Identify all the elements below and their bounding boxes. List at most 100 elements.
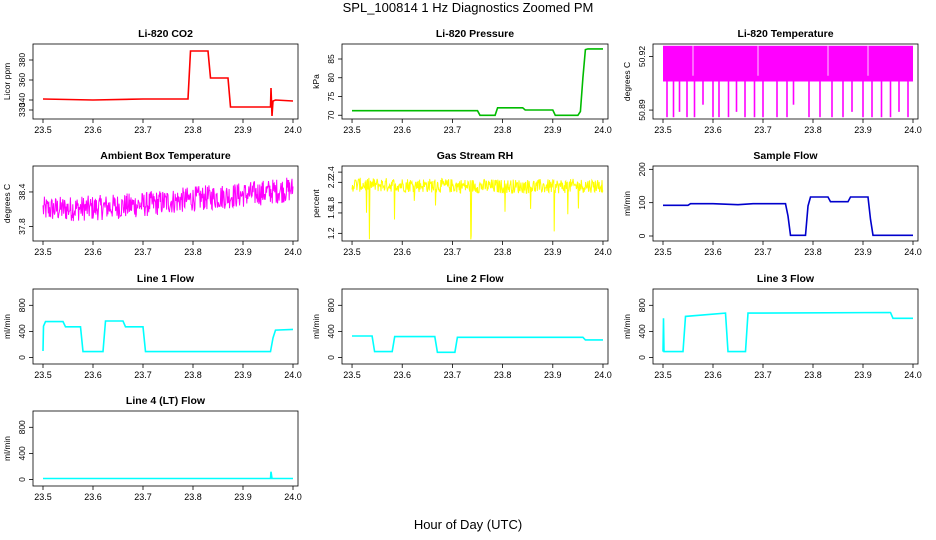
x-tick-label: 23.8: [184, 125, 202, 135]
x-tick-label: 24.0: [284, 125, 302, 135]
x-tick-label: 23.9: [854, 125, 872, 135]
x-tick-label: 23.5: [34, 492, 52, 502]
x-tick-label: 23.6: [393, 125, 411, 135]
y-axis-label: ml/min: [2, 314, 12, 339]
y-tick-label: 100: [637, 195, 647, 209]
series-3: [42, 177, 294, 222]
plot-frame: [341, 288, 609, 365]
x-tick-label: 23.6: [704, 247, 722, 257]
plot-frame: [32, 288, 299, 365]
x-tick-label: 23.6: [393, 247, 411, 257]
y-tick-label: 0: [17, 477, 27, 482]
y-axis-label: ml/min: [2, 436, 12, 461]
y-tick-label: 400: [326, 324, 336, 338]
panel-title: Li-820 Pressure: [436, 28, 514, 40]
panel-0: Li-820 CO2 Licor ppm 23.5 23.6 23.7 23.8 23.9 2…: [2, 28, 302, 135]
y-tick-label: 330: [17, 103, 27, 117]
y-axis-label: ml/min: [622, 191, 632, 216]
panel-title: Ambient Box Temperature: [100, 150, 231, 162]
panel-title: Line 1 Flow: [137, 273, 195, 285]
series-line: [42, 50, 294, 117]
x-tick-label: 23.8: [494, 125, 512, 135]
plot-frame: [652, 288, 919, 365]
x-tick-label: 23.5: [654, 247, 672, 257]
x-tick-label: 23.9: [234, 492, 252, 502]
x-tick-label: 23.7: [754, 370, 772, 380]
series-4: [351, 177, 604, 240]
y-tick-label: 2.4: [326, 166, 336, 178]
x-tick-label: 23.7: [134, 247, 152, 257]
x-tick-label: 23.5: [654, 370, 672, 380]
y-tick-label: 0: [637, 233, 647, 238]
x-tick-label: 23.5: [343, 247, 361, 257]
series-line: [352, 335, 603, 354]
y-tick-label: 50.89: [637, 99, 647, 121]
y-tick-label: 800: [637, 298, 647, 312]
x-tick-label: 23.7: [754, 125, 772, 135]
y-axis-label: ml/min: [622, 314, 632, 339]
plot-frame: [341, 165, 609, 242]
series-line: [352, 48, 603, 117]
panel-5: Sample Flow ml/min 23.5 23.6 23.7 23.8 23.9 24.…: [622, 150, 922, 257]
panel-1: Li-820 Pressure kPa 23.5 23.6 23.7 23.8 23.9 24…: [311, 28, 612, 135]
x-tick-label: 23.6: [84, 370, 102, 380]
y-tick-label: 340: [17, 93, 27, 107]
x-tick-label: 23.7: [134, 125, 152, 135]
y-axis-label: degrees C: [622, 62, 632, 101]
x-tick-label: 23.8: [804, 125, 822, 135]
panel-9: Line 4 (LT) Flow ml/min 23.5 23.6 23.7 23.8 23…: [2, 395, 302, 502]
x-tick-label: 24.0: [904, 370, 922, 380]
y-tick-label: 37.8: [17, 218, 27, 235]
panel-title: Line 4 (LT) Flow: [126, 395, 206, 407]
series-line: [663, 196, 913, 237]
x-tick-label: 23.9: [854, 247, 872, 257]
panel-title: Li-820 CO2: [138, 28, 193, 40]
x-tick-label: 23.6: [84, 247, 102, 257]
plot-frame: [341, 43, 609, 120]
series-8: [662, 311, 913, 353]
panel-4: Gas Stream RH percent 23.5 23.6 23.7 23.8 23.9…: [311, 150, 612, 257]
panel-title: Gas Stream RH: [437, 150, 513, 162]
panel-6: Line 1 Flow ml/min 23.5 23.6 23.7 23.8 23.9 24.…: [2, 273, 302, 380]
series-line: [42, 320, 294, 353]
y-tick-label: 1.8: [326, 197, 336, 209]
x-tick-label: 23.8: [804, 370, 822, 380]
x-tick-label: 24.0: [284, 492, 302, 502]
x-tick-label: 24.0: [284, 247, 302, 257]
x-tick-label: 23.5: [34, 370, 52, 380]
series-line: [43, 471, 293, 480]
plot-frame: [32, 165, 299, 242]
panel-7: Line 2 Flow ml/min 23.5 23.6 23.7 23.8 23.9 24.…: [311, 273, 612, 380]
panel-8: Line 3 Flow ml/min 23.5 23.6 23.7 23.8 23.9 24.…: [622, 273, 922, 380]
series-9: [43, 471, 293, 480]
x-tick-label: 23.7: [444, 125, 462, 135]
x-tick-label: 23.7: [444, 370, 462, 380]
y-tick-label: 800: [17, 420, 27, 434]
series-7: [352, 335, 603, 354]
panel-title: Line 3 Flow: [757, 273, 815, 285]
series-line: [351, 177, 604, 240]
y-tick-label: 360: [17, 73, 27, 87]
x-tick-label: 23.5: [343, 370, 361, 380]
y-tick-label: 0: [637, 355, 647, 360]
y-tick-label: 2.2: [326, 176, 336, 188]
x-tick-label: 23.8: [494, 370, 512, 380]
x-tick-label: 23.6: [84, 125, 102, 135]
x-tick-label: 23.9: [234, 370, 252, 380]
y-tick-label: 0: [17, 355, 27, 360]
panel-title: Li-820 Temperature: [737, 28, 833, 40]
x-tick-label: 23.7: [444, 247, 462, 257]
y-tick-label: 400: [637, 324, 647, 338]
series-6: [42, 320, 294, 353]
figure-title: SPL_100814 1 Hz Diagnostics Zoomed PM: [342, 0, 594, 15]
x-tick-label: 23.8: [494, 247, 512, 257]
x-tick-label: 24.0: [284, 370, 302, 380]
x-tick-label: 24.0: [594, 125, 612, 135]
y-axis-label: degrees C: [2, 184, 12, 223]
x-tick-label: 23.9: [234, 247, 252, 257]
y-axis-label: percent: [311, 189, 321, 218]
x-tick-label: 23.5: [343, 125, 361, 135]
y-axis-label: kPa: [311, 74, 321, 89]
x-tick-label: 24.0: [594, 247, 612, 257]
